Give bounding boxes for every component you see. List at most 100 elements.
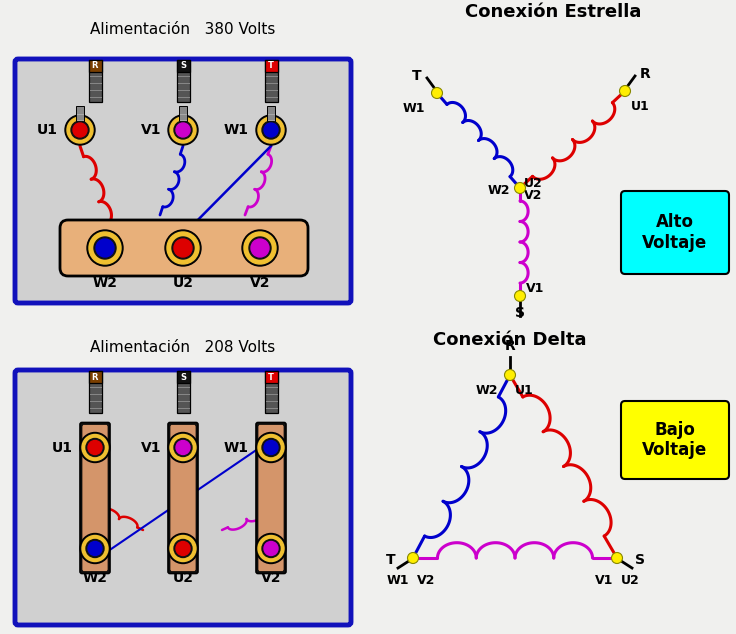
- Text: T: T: [386, 553, 395, 567]
- Text: S: S: [515, 306, 525, 320]
- Circle shape: [168, 115, 198, 145]
- Circle shape: [514, 290, 526, 302]
- Text: V2: V2: [261, 571, 281, 585]
- Circle shape: [174, 439, 192, 456]
- Text: T: T: [268, 373, 274, 382]
- Text: V1: V1: [595, 574, 613, 587]
- Circle shape: [80, 533, 110, 564]
- FancyBboxPatch shape: [82, 425, 108, 571]
- Circle shape: [251, 239, 269, 257]
- Circle shape: [167, 232, 199, 264]
- FancyBboxPatch shape: [80, 422, 110, 574]
- Text: Conexión Delta: Conexión Delta: [434, 331, 587, 349]
- Text: U1: U1: [515, 384, 534, 398]
- Circle shape: [71, 121, 89, 139]
- Circle shape: [89, 232, 121, 264]
- Text: Alimentación   380 Volts: Alimentación 380 Volts: [91, 22, 276, 37]
- Circle shape: [86, 540, 104, 557]
- Text: U1: U1: [52, 441, 73, 455]
- Text: S: S: [635, 553, 645, 567]
- FancyBboxPatch shape: [88, 60, 102, 102]
- Circle shape: [170, 117, 196, 143]
- Text: Bajo
Voltaje: Bajo Voltaje: [643, 420, 707, 460]
- Circle shape: [73, 123, 87, 137]
- Circle shape: [82, 434, 108, 460]
- Circle shape: [87, 230, 123, 266]
- Circle shape: [264, 541, 278, 555]
- Circle shape: [262, 121, 280, 139]
- Text: U2: U2: [621, 574, 640, 587]
- Circle shape: [264, 123, 278, 137]
- Circle shape: [504, 370, 515, 380]
- FancyBboxPatch shape: [170, 425, 196, 571]
- Circle shape: [244, 232, 276, 264]
- Circle shape: [94, 237, 116, 259]
- Circle shape: [612, 552, 623, 564]
- Text: R: R: [92, 61, 98, 70]
- Text: U2: U2: [172, 571, 194, 585]
- FancyBboxPatch shape: [621, 191, 729, 274]
- Circle shape: [168, 533, 198, 564]
- FancyBboxPatch shape: [88, 371, 102, 413]
- Circle shape: [262, 540, 280, 557]
- Text: R: R: [92, 373, 98, 382]
- FancyBboxPatch shape: [76, 106, 84, 128]
- Circle shape: [165, 230, 201, 266]
- Circle shape: [431, 87, 442, 98]
- FancyBboxPatch shape: [177, 371, 189, 383]
- Text: U1: U1: [37, 123, 58, 137]
- FancyBboxPatch shape: [60, 220, 308, 276]
- Circle shape: [256, 533, 286, 564]
- FancyBboxPatch shape: [621, 401, 729, 479]
- Circle shape: [176, 541, 190, 555]
- FancyBboxPatch shape: [264, 371, 277, 383]
- Text: V2: V2: [417, 574, 436, 587]
- Text: W1: W1: [224, 123, 249, 137]
- Circle shape: [170, 434, 196, 460]
- FancyBboxPatch shape: [179, 106, 187, 128]
- Text: W2: W2: [82, 571, 107, 585]
- FancyBboxPatch shape: [15, 370, 351, 625]
- Circle shape: [256, 432, 286, 462]
- Text: W2: W2: [93, 276, 118, 290]
- Text: V2: V2: [524, 189, 542, 202]
- Circle shape: [258, 536, 284, 562]
- Circle shape: [256, 115, 286, 145]
- Text: W2: W2: [475, 384, 498, 398]
- FancyBboxPatch shape: [264, 371, 277, 413]
- Circle shape: [82, 536, 108, 562]
- Circle shape: [242, 230, 278, 266]
- Circle shape: [168, 432, 198, 462]
- FancyBboxPatch shape: [258, 425, 284, 571]
- Circle shape: [176, 441, 190, 455]
- Circle shape: [67, 117, 93, 143]
- FancyBboxPatch shape: [15, 59, 351, 303]
- Text: Alimentación   208 Volts: Alimentación 208 Volts: [91, 340, 275, 356]
- Circle shape: [88, 441, 102, 455]
- Text: V2: V2: [250, 276, 270, 290]
- FancyBboxPatch shape: [267, 106, 275, 128]
- FancyBboxPatch shape: [264, 60, 277, 102]
- Circle shape: [65, 115, 95, 145]
- Text: W1: W1: [403, 101, 425, 115]
- FancyBboxPatch shape: [256, 422, 286, 574]
- Circle shape: [96, 239, 114, 257]
- Text: U2: U2: [172, 276, 194, 290]
- Text: V1: V1: [526, 281, 545, 295]
- Text: T: T: [268, 61, 274, 70]
- Text: V1: V1: [141, 123, 161, 137]
- FancyBboxPatch shape: [177, 60, 189, 102]
- FancyBboxPatch shape: [168, 422, 198, 574]
- Text: Alto
Voltaje: Alto Voltaje: [643, 213, 707, 252]
- FancyBboxPatch shape: [88, 371, 102, 383]
- Text: W1: W1: [224, 441, 249, 455]
- Text: S: S: [180, 373, 186, 382]
- Circle shape: [620, 86, 631, 96]
- FancyBboxPatch shape: [264, 60, 277, 72]
- Circle shape: [262, 439, 280, 456]
- FancyBboxPatch shape: [177, 60, 189, 72]
- Circle shape: [174, 239, 192, 257]
- Circle shape: [170, 536, 196, 562]
- Text: U2: U2: [524, 177, 542, 190]
- Circle shape: [174, 121, 192, 139]
